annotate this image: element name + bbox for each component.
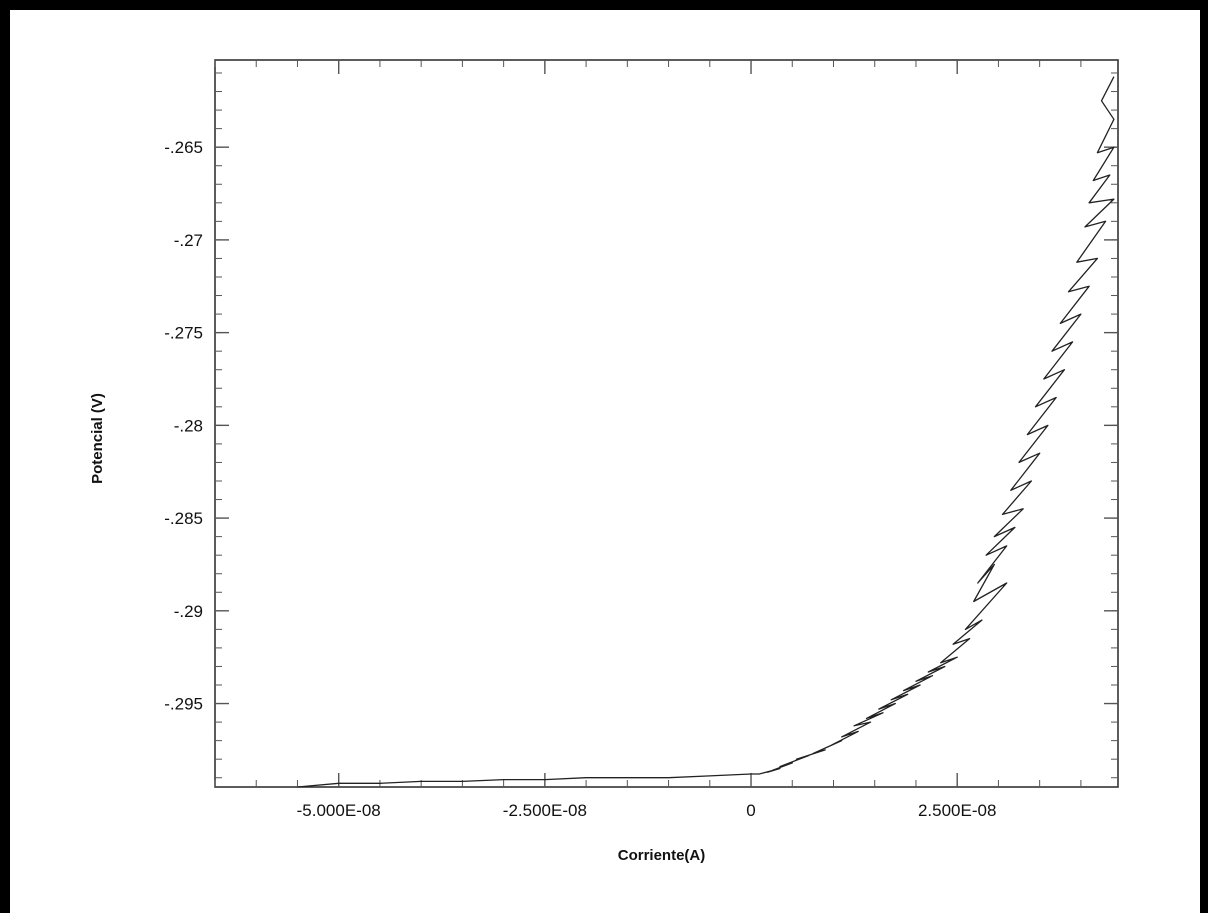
x-tick-label: 2.500E-08 (918, 801, 996, 820)
y-tick-label: -.275 (164, 324, 203, 343)
series-line (297, 76, 1115, 788)
plot-area (214, 59, 1119, 788)
y-axis-label: Potencial (V) (89, 393, 106, 484)
series-layer (297, 76, 1115, 788)
y-tick-label: -.27 (174, 231, 203, 250)
x-tick-label: -5.000E-08 (297, 801, 381, 820)
x-tick-label: 0 (746, 801, 755, 820)
minor-ticks (214, 60, 1118, 787)
y-axis-ticks: -.265 -.27 -.275 -.28 -.285 -.29 -.295 (164, 138, 1118, 714)
x-axis-ticks: -5.000E-08 -2.500E-08 0 2.500E-08 (297, 60, 996, 820)
x-tick-label: -2.500E-08 (503, 801, 587, 820)
x-axis-label: Corriente(A) (618, 847, 706, 864)
y-tick-label: -.295 (164, 695, 203, 714)
y-tick-label: -.29 (174, 602, 203, 621)
y-tick-label: -.28 (174, 416, 203, 435)
y-tick-label: -.285 (164, 509, 203, 528)
y-tick-label: -.265 (164, 138, 203, 157)
